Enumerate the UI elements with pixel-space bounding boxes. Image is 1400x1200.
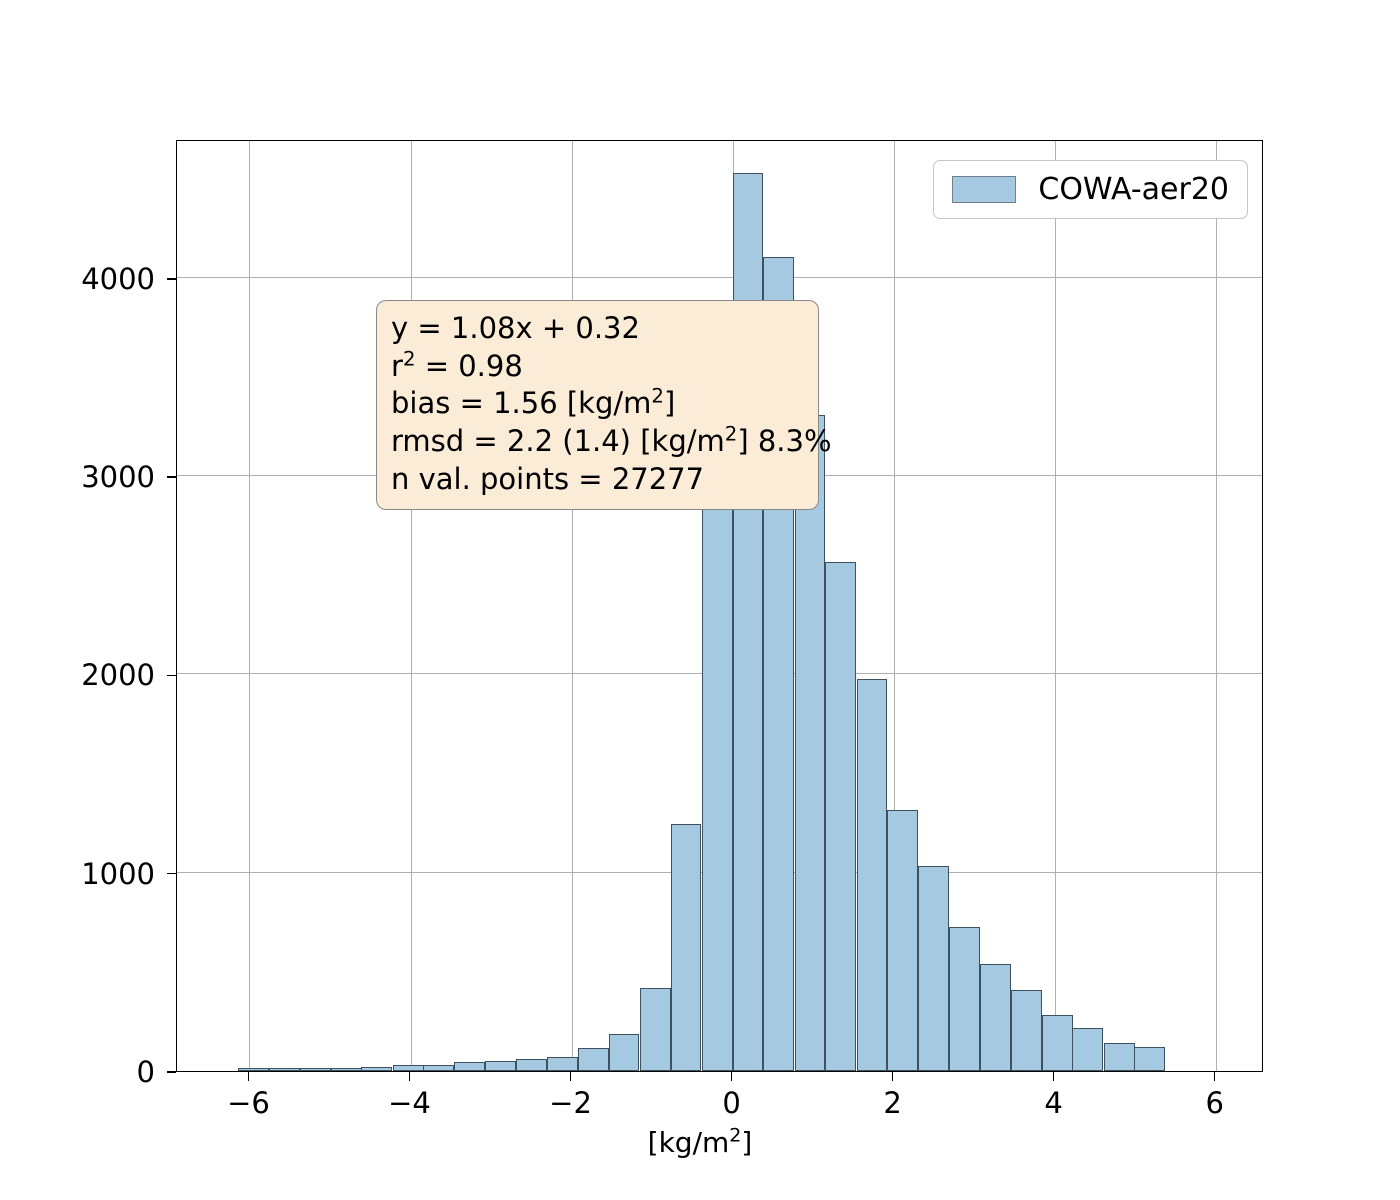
x-axis-tick <box>730 1072 733 1081</box>
histogram-bar <box>361 1067 393 1071</box>
x-axis-tick-label: −4 <box>388 1086 431 1120</box>
x-axis-tick-label: 0 <box>722 1086 741 1120</box>
y-axis-tick-label: 2000 <box>81 658 155 693</box>
histogram-bar <box>1134 1047 1166 1071</box>
y-axis-tick <box>167 872 176 875</box>
gridline-horizontal <box>177 276 1262 278</box>
histogram-bar <box>887 810 919 1071</box>
x-axis-tick <box>891 1072 894 1081</box>
annotation-line-fit: y = 1.08x + 0.32 <box>391 311 640 345</box>
histogram-bar <box>1041 1015 1073 1071</box>
histogram-bar <box>825 562 857 1071</box>
x-axis-tick-label: 4 <box>1044 1086 1063 1120</box>
x-axis-tick-label: −2 <box>549 1086 592 1120</box>
x-axis-tick-label: 2 <box>883 1086 902 1120</box>
x-axis-label: [kg/m2] <box>647 1124 753 1159</box>
annotation-exponent: 2 <box>724 422 738 446</box>
histogram-bar <box>639 987 671 1071</box>
plot-area: y = 1.08x + 0.32 r2 = 0.98 bias = 1.56 [kg… <box>176 140 1263 1072</box>
histogram-bar <box>423 1064 455 1071</box>
histogram-bar <box>670 824 702 1071</box>
y-axis-tick-label: 0 <box>136 1055 155 1089</box>
x-axis-tick-label: −6 <box>227 1086 270 1120</box>
annotation-line-rmsd: rmsd = 2.2 (1.4) [kg/m2] 8.3% <box>391 422 832 459</box>
histogram-bar <box>979 963 1011 1071</box>
gridline-vertical <box>1054 141 1056 1071</box>
legend-swatch-icon <box>952 176 1017 203</box>
histogram-bar <box>238 1068 270 1071</box>
histogram-bar <box>453 1062 485 1071</box>
y-axis-tick-label: 3000 <box>81 460 155 495</box>
histogram-bar <box>330 1068 362 1071</box>
x-axis-tick <box>1052 1072 1055 1081</box>
histogram-bar <box>1011 989 1043 1071</box>
statistics-annotation-box: y = 1.08x + 0.32 r2 = 0.98 bias = 1.56 [kg… <box>376 300 832 511</box>
histogram-bar <box>856 679 888 1071</box>
y-axis-tick <box>167 674 176 677</box>
histogram-bar <box>1072 1028 1104 1071</box>
legend-label: COWA-aer20 <box>1038 172 1229 207</box>
gridline-vertical <box>893 141 895 1071</box>
legend[interactable]: COWA-aer20 <box>933 160 1248 219</box>
histogram-bar <box>1103 1043 1135 1071</box>
y-axis-tick-label: 1000 <box>81 856 155 891</box>
histogram-bar <box>392 1065 424 1071</box>
histogram-bar <box>608 1034 640 1071</box>
gridline-vertical <box>571 141 573 1071</box>
histogram-bar <box>485 1061 517 1071</box>
x-axis-tick <box>247 1072 250 1081</box>
y-axis-tick <box>167 476 176 478</box>
y-axis-tick <box>167 1071 176 1073</box>
annotation-line-npts: n val. points = 27277 <box>391 461 705 496</box>
annotation-exponent: 2 <box>402 347 416 371</box>
x-axis-label-exponent: 2 <box>729 1124 742 1147</box>
histogram-bar <box>300 1068 332 1071</box>
histogram-bar <box>515 1058 547 1071</box>
histogram-bar <box>268 1068 300 1071</box>
y-axis-tick <box>167 278 176 280</box>
annotation-line-bias: bias = 1.56 [kg/m2] <box>391 384 676 421</box>
histogram-bar <box>917 865 949 1071</box>
histogram-bar <box>794 414 826 1071</box>
x-axis-tick <box>569 1072 572 1081</box>
histogram-bar <box>701 421 733 1071</box>
gridline-vertical <box>410 141 412 1071</box>
y-axis-tick-label: 4000 <box>81 261 155 296</box>
x-axis-tick-label: 6 <box>1205 1086 1224 1120</box>
annotation-exponent: 2 <box>651 384 664 408</box>
histogram-bar <box>949 927 981 1071</box>
gridline-vertical <box>249 141 251 1071</box>
x-axis-tick <box>408 1072 411 1081</box>
histogram-bar <box>577 1047 609 1071</box>
histogram-bars <box>177 141 1262 1071</box>
annotation-line-r2: r2 = 0.98 <box>391 347 523 383</box>
x-axis-tick <box>1213 1072 1216 1081</box>
gridline-vertical <box>1215 141 1217 1071</box>
histogram-bar <box>547 1057 579 1071</box>
